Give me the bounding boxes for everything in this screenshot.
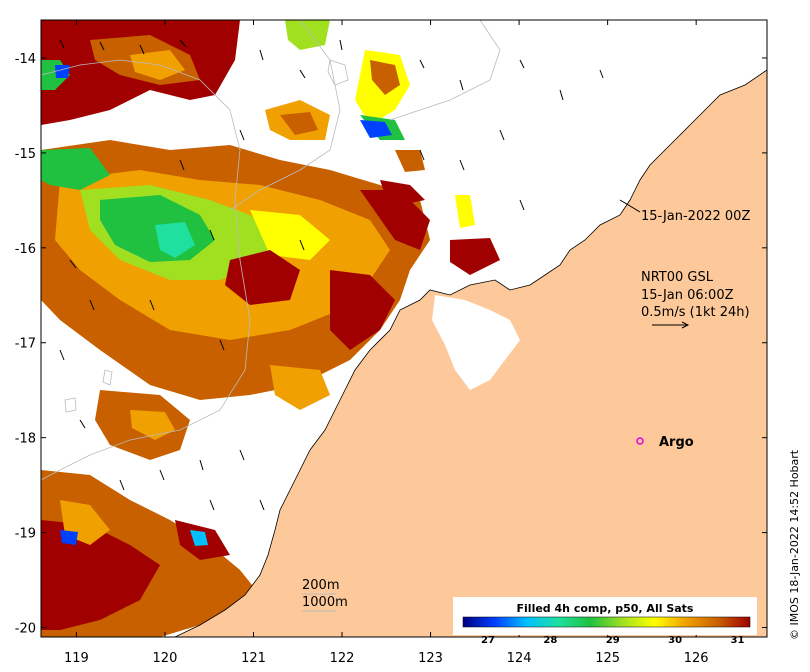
vector-scale-arrowhead xyxy=(681,321,690,329)
time-label: 15-Jan 06:00Z xyxy=(641,288,734,303)
colorbar: Filled 4h comp, p50, All Sats 27 28 29 30 31 xyxy=(453,597,757,646)
coastal-gulf xyxy=(432,295,520,390)
x-tick-label: 125 xyxy=(595,651,620,666)
y-tick-label: -14 xyxy=(15,52,36,67)
plot-frame xyxy=(40,19,768,638)
y-tick-label: -19 xyxy=(15,527,36,542)
colorbar-background xyxy=(453,597,757,635)
y-tick-label: -15 xyxy=(15,147,36,162)
y-tick-label: -18 xyxy=(15,432,36,447)
x-tick-label: 120 xyxy=(153,651,178,666)
colorbar-tick-label: 27 xyxy=(481,635,495,646)
sst-field xyxy=(41,20,500,637)
argo-label: Argo xyxy=(659,435,694,450)
y-tick-label: -16 xyxy=(15,242,36,257)
date-label: 15-Jan-2022 00Z xyxy=(641,209,750,224)
depth-1000-label: 1000m xyxy=(302,595,348,610)
y-tick-label: -17 xyxy=(15,337,36,352)
depth-200-label: 200m xyxy=(302,578,339,593)
colorbar-tick-label: 28 xyxy=(543,635,557,646)
x-tick-label: 119 xyxy=(64,651,89,666)
plot-area xyxy=(41,20,767,637)
colorbar-title: Filled 4h comp, p50, All Sats xyxy=(517,602,694,615)
y-tick-label: -20 xyxy=(15,622,36,637)
x-tick-label: 121 xyxy=(241,651,266,666)
y-axis: -14 -15 -16 -17 -18 -19 -20 xyxy=(15,52,767,637)
vector-scale-label: 0.5m/s (1kt 24h) xyxy=(641,305,750,320)
product-label: NRT00 GSL xyxy=(641,270,714,285)
colorbar-gradient xyxy=(462,616,751,628)
colorbar-tick-label: 29 xyxy=(606,635,620,646)
colorbar-tick-label: 31 xyxy=(731,635,745,646)
x-tick-label: 122 xyxy=(330,651,355,666)
x-tick-label: 124 xyxy=(507,651,532,666)
argo-float-marker xyxy=(636,437,644,445)
annotations: 15-Jan-2022 00Z NRT00 GSL 15-Jan 06:00Z … xyxy=(302,199,750,612)
colorbar-ticks: 27 28 29 30 31 xyxy=(481,635,745,646)
x-tick-label: 126 xyxy=(684,651,709,666)
x-axis: 119 120 121 122 123 124 125 126 xyxy=(64,20,709,666)
current-vectors xyxy=(59,39,604,511)
colorbar-tick-label: 30 xyxy=(668,635,682,646)
credit-text: © IMOS 18-Jan-2022 14:52 Hobart xyxy=(788,449,801,640)
date-leader-line xyxy=(619,199,641,213)
coastline xyxy=(174,69,767,637)
bathymetry-contours xyxy=(41,20,501,481)
x-tick-label: 123 xyxy=(418,651,443,666)
